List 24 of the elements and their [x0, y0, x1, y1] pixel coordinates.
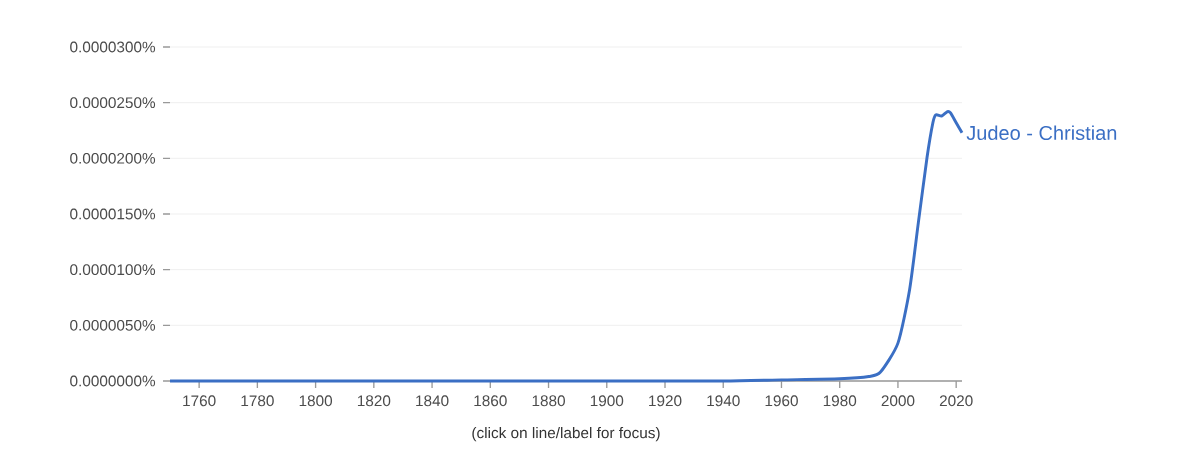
x-tick-label: 1980: [823, 395, 857, 407]
x-tick-label: 2020: [939, 395, 973, 407]
x-tick-label: 1920: [649, 395, 682, 407]
x-tick-label: 1940: [707, 395, 740, 407]
x-tick-label: 1880: [532, 395, 565, 407]
y-tick-label: 0.0000150%: [70, 208, 156, 220]
y-tick-label: 0.0000100%: [70, 264, 156, 276]
y-tick-label: 0.0000300%: [70, 41, 156, 53]
y-tick-label: 0.0000000%: [70, 375, 156, 387]
x-tick-label: 1840: [416, 395, 449, 407]
line-series: [168, 110, 964, 383]
y-tick-label: 0.0000200%: [70, 152, 156, 164]
x-tick-label: 1780: [241, 395, 274, 407]
x-tick-label: 1960: [765, 395, 798, 407]
y-tick-label: 0.0000050%: [70, 319, 156, 331]
x-tick-label: 2000: [881, 395, 915, 407]
x-tick-label: 1800: [299, 395, 333, 407]
x-tick-label: 1900: [590, 395, 624, 407]
series-label: Judeo - Christian: [966, 125, 1117, 141]
text: (click on line/label for focus): [472, 427, 660, 442]
x-tick-label: 1860: [474, 395, 507, 407]
x-tick-label: 1760: [183, 395, 216, 407]
x-tick-label: 1820: [357, 395, 391, 407]
y-tick-label: 0.0000250%: [70, 97, 156, 109]
